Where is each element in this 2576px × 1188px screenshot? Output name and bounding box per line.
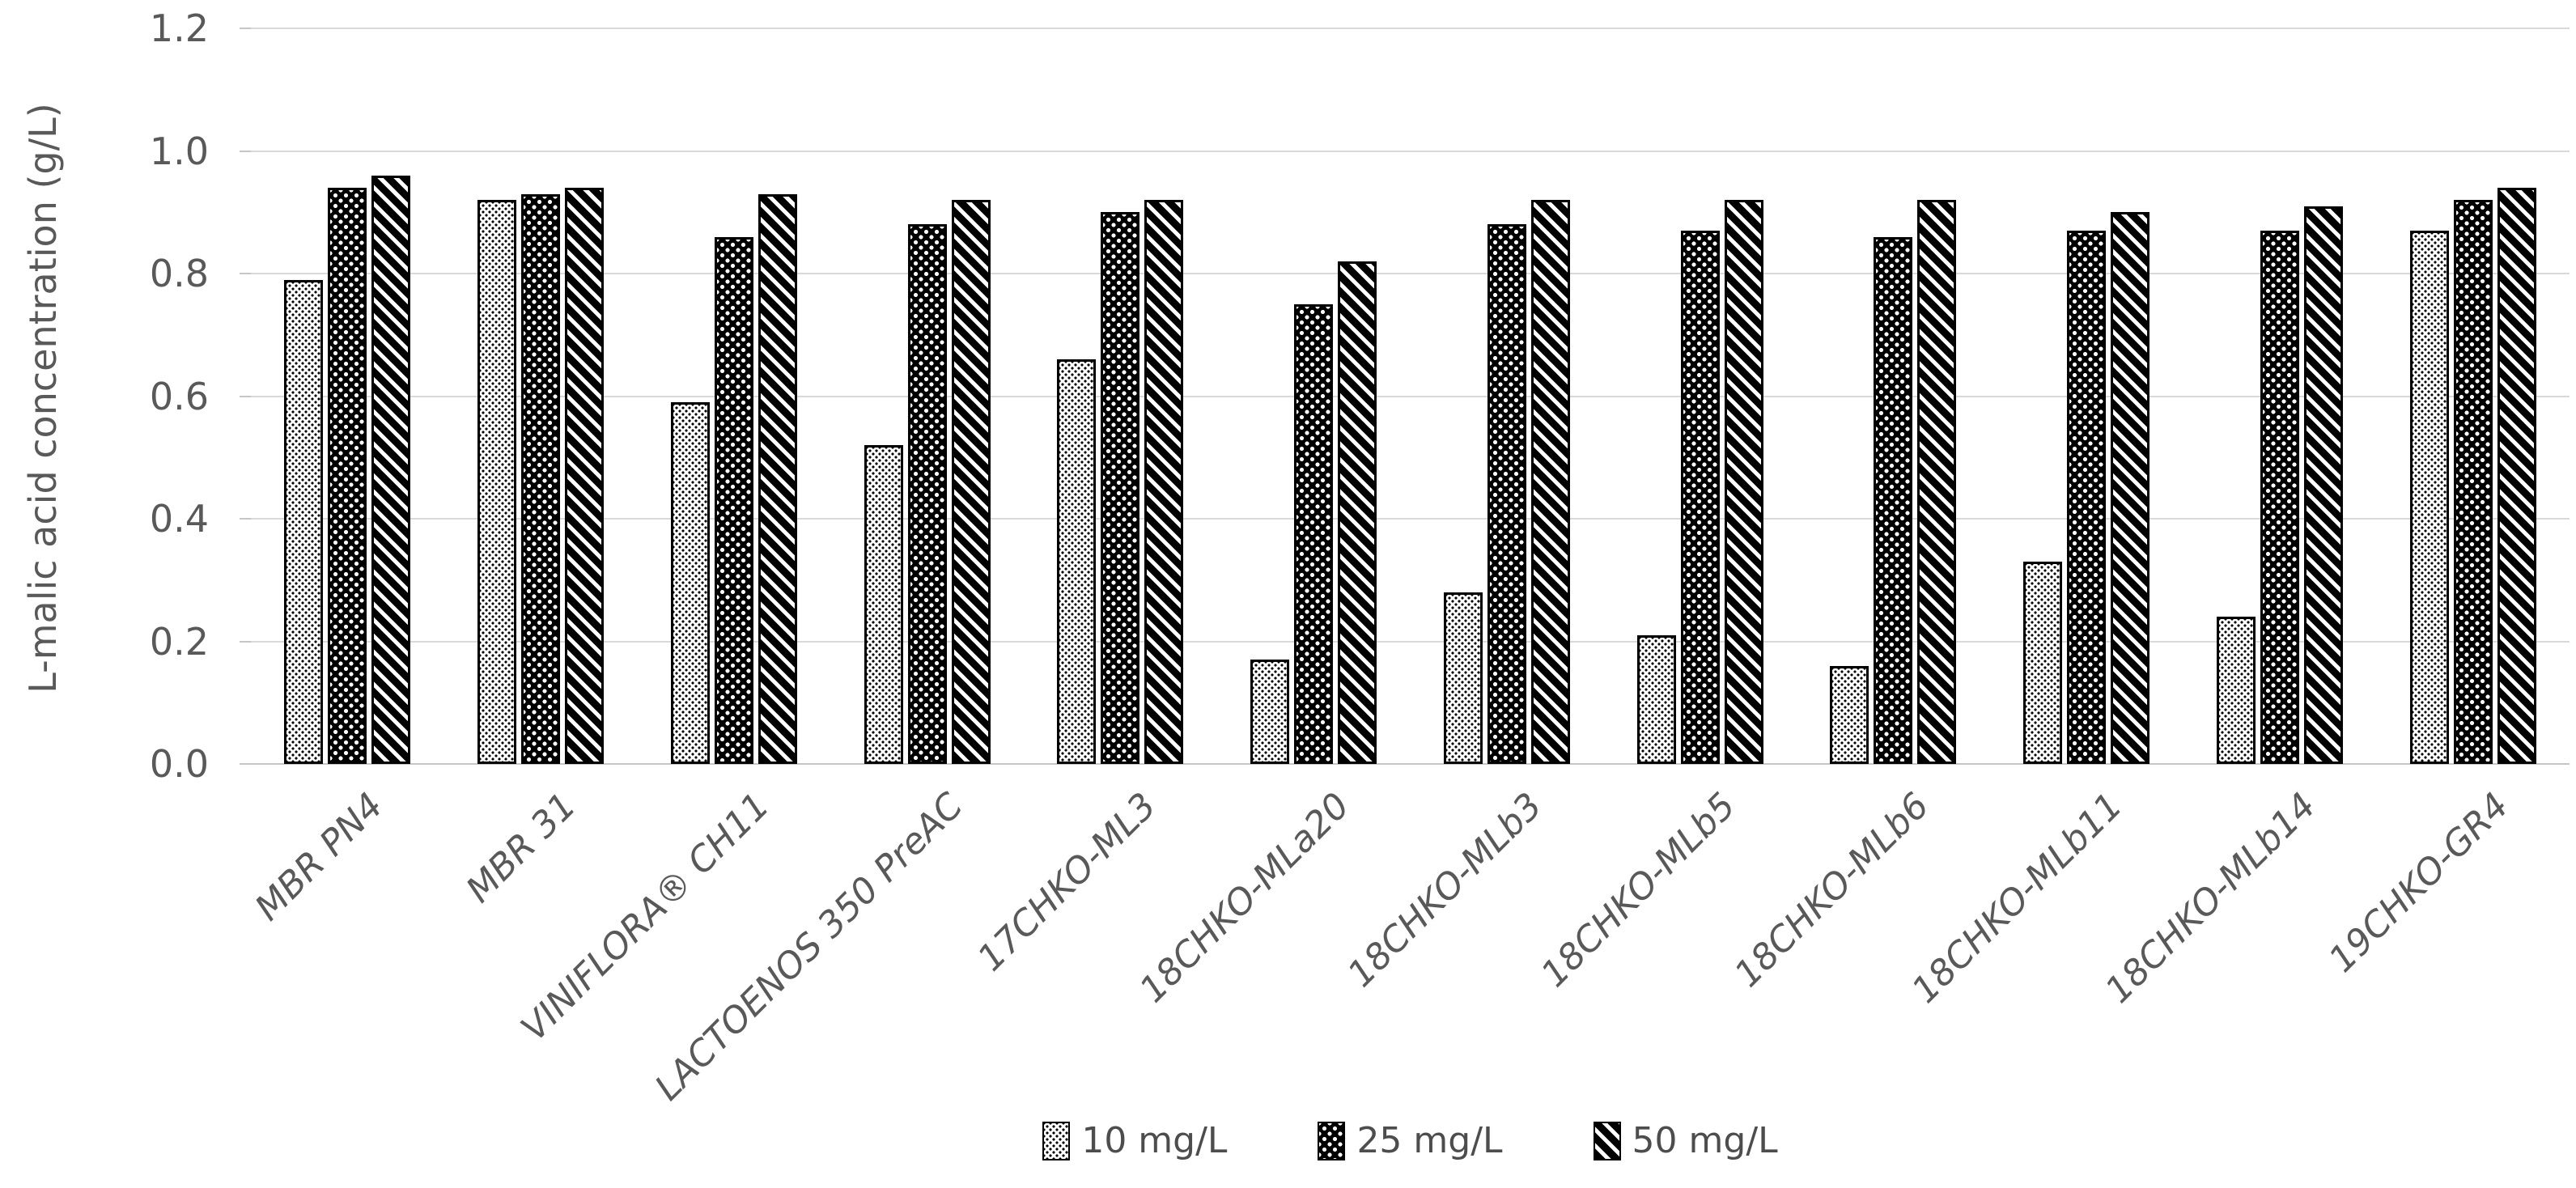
gridline [251,273,2570,274]
bar [565,188,604,764]
bar [2023,562,2062,764]
bar [1144,200,1183,764]
bar [1444,592,1483,764]
x-axis-label: MBR 31 [458,785,585,911]
bar [1250,660,1289,764]
legend-item: 25 mg/L [1318,1120,1503,1161]
bar [477,200,516,764]
bar [2111,212,2149,764]
bar [864,445,903,764]
bar [758,194,797,764]
y-tick-mark [240,763,251,765]
x-axis-label: 18CHKO-MLb5 [1533,785,1744,995]
bar [2067,231,2106,764]
bar [1531,200,1570,764]
legend-swatch-50-mg-l [1593,1121,1621,1160]
y-tick-mark [240,641,251,643]
bar [2260,231,2299,764]
bar [2304,206,2343,764]
bar [1830,666,1869,764]
gridline [251,396,2570,397]
y-tick-mark [240,151,251,152]
bar [1101,212,1139,764]
y-tick-label: 0.6 [149,375,209,418]
y-tick-label: 0.2 [149,620,209,664]
bar [1725,200,1763,764]
legend-label: 10 mg/L [1081,1120,1228,1161]
bar [1874,237,1912,764]
gridline [251,28,2570,29]
legend-item: 50 mg/L [1593,1120,1778,1161]
legend-swatch-25-mg-l [1318,1121,1346,1160]
y-tick-label: 0.4 [149,497,209,541]
bar [1487,224,1526,764]
bar [2454,200,2493,764]
gridline [251,151,2570,152]
legend-swatch-10-mg-l [1042,1121,1071,1160]
gridline [251,518,2570,520]
bar [1338,261,1377,764]
bar [1294,304,1333,764]
bar [908,224,947,764]
x-axis-label: MBR PN4 [247,785,392,929]
legend: 10 mg/L 25 mg/L 50 mg/L [251,1120,2570,1161]
gridline [251,641,2570,643]
y-tick-label: 1.2 [149,6,209,50]
bar [1057,359,1096,764]
y-tick-mark [240,518,251,520]
gridline [251,763,2570,765]
bar [2497,188,2536,764]
bar [328,188,367,764]
y-tick-label: 0.0 [149,742,209,786]
bar [952,200,991,764]
y-tick-label: 0.8 [149,252,209,295]
bar [2217,617,2256,764]
legend-label: 50 mg/L [1632,1120,1778,1161]
y-tick-mark [240,273,251,274]
x-axis-label: 19CHKO-GR4 [2321,785,2517,981]
x-axis-label: 18CHKO-MLa20 [1131,785,1358,1011]
x-axis-label: 18CHKO-MLb14 [2097,785,2323,1012]
legend-item: 10 mg/L [1042,1120,1227,1161]
y-tick-mark [240,28,251,29]
bar [1637,635,1676,764]
y-tick-label: 1.0 [149,129,209,173]
bar [671,402,710,764]
x-axis-label: 18CHKO-MLb11 [1903,785,2131,1012]
x-axis-label: 18CHKO-MLb3 [1340,785,1551,995]
y-tick-mark [240,396,251,397]
bar [1681,231,1720,764]
bar [284,280,323,764]
x-axis-label: LACTOENOS 350 PreAC [647,785,971,1109]
bar [1917,200,1956,764]
legend-label: 25 mg/L [1356,1120,1503,1161]
bar [521,194,560,764]
x-axis-label: 18CHKO-MLb6 [1726,785,1937,995]
bar [371,176,410,764]
bar [2410,231,2449,764]
bar [715,237,753,764]
x-axis-label: 17CHKO-ML3 [970,785,1165,980]
